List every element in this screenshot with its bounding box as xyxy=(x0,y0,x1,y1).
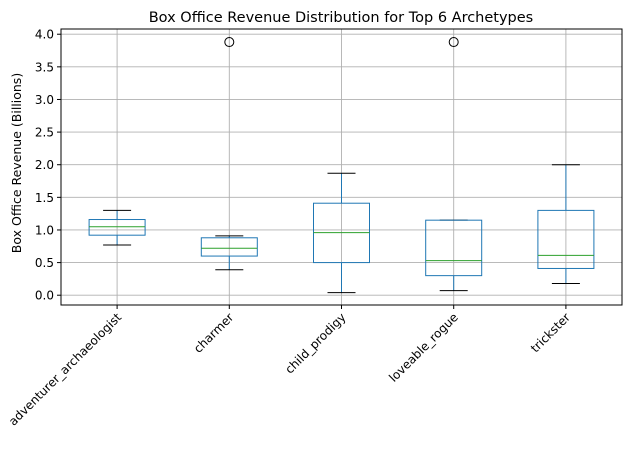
chart-title: Box Office Revenue Distribution for Top … xyxy=(149,10,534,26)
y-tick-label: 1.0 xyxy=(35,223,54,237)
x-tick-label: adventurer_archaeologist xyxy=(6,310,124,428)
y-tick-label: 0.5 xyxy=(35,256,54,270)
box-adventurer_archaeologist xyxy=(88,209,146,246)
y-tick-label: 3.0 xyxy=(35,93,54,107)
iqr-box xyxy=(537,209,595,269)
boxes xyxy=(88,37,595,294)
x-tick-label: charmer xyxy=(191,310,237,356)
y-tick-label: 2.5 xyxy=(35,126,54,140)
plot-frame xyxy=(60,28,623,306)
box-loveable_rogue xyxy=(425,37,483,292)
iqr-box xyxy=(425,219,483,277)
y-tick-label: 3.5 xyxy=(35,60,54,74)
y-tick-label: 0.0 xyxy=(35,289,54,303)
y-axis-label: Box Office Revenue (Billions) xyxy=(9,73,24,253)
x-axis-ticks: adventurer_archaeologist charmer child_pro… xyxy=(6,305,573,428)
box-charmer xyxy=(200,37,258,271)
y-tick-label: 4.0 xyxy=(35,28,54,42)
x-tick-label: child_prodigy xyxy=(282,310,348,376)
iqr-box xyxy=(88,219,146,236)
box-child_prodigy xyxy=(313,172,370,294)
outlier-point xyxy=(224,37,235,48)
iqr-box xyxy=(200,237,258,257)
x-tick-label: loveable_rogue xyxy=(386,310,461,385)
y-tick-label: 1.5 xyxy=(35,191,54,205)
box-trickster xyxy=(537,164,595,284)
x-tick-label: trickster xyxy=(528,310,573,355)
y-tick-label: 2.0 xyxy=(35,158,54,172)
outlier-point xyxy=(448,37,459,48)
y-axis-ticks: 0.0 0.5 1.0 1.5 2.0 2.5 3.0 3.5 4.0 xyxy=(35,28,61,303)
